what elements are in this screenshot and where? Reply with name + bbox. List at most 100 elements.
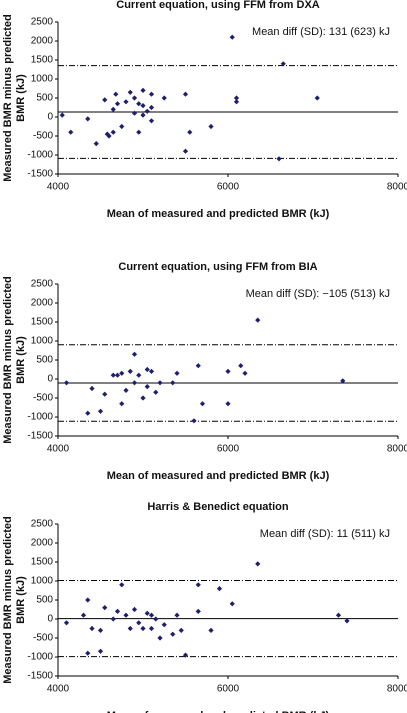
x-axis-label: Mean of measured and predicted BMR (kJ) [107,470,330,482]
point [170,631,176,637]
point [85,597,91,603]
y-axis-label: Measured BMR minus predicted [2,276,14,443]
y-tick-label: 2500 [31,17,54,28]
point [238,363,244,369]
point [119,123,125,130]
point [182,91,189,97]
point [191,418,197,424]
y-axis-label: BMR (kJ) [15,336,27,384]
point [148,612,155,618]
point [131,110,138,116]
point [208,627,214,633]
point [335,612,342,618]
point [148,368,155,374]
point [229,34,235,40]
point [119,401,125,407]
y-tick-label: 0 [47,374,53,385]
annotation: Mean diff (SD): 131 (623) kJ [252,26,390,38]
x-tick-label: 4000 [47,444,70,455]
point [123,612,129,618]
point [148,91,155,97]
point [89,385,95,392]
y-tick-label: 0 [47,614,53,625]
point [131,606,138,613]
point [161,622,167,628]
point [195,363,201,369]
point [233,99,240,105]
y-tick-label: 1000 [31,336,54,347]
chart-title: Current equation, using FFM from DXA [116,0,320,11]
point [102,605,108,611]
point [119,370,125,376]
point [97,627,104,633]
y-tick-label: 500 [36,595,53,606]
point [123,387,129,393]
point [131,95,138,101]
point [225,401,231,407]
point [148,118,155,124]
point [93,141,99,147]
point [140,395,146,401]
point [255,561,261,567]
y-tick-label: 1000 [31,576,54,587]
point [63,620,70,626]
point [276,156,282,162]
x-axis-label: Mean of measured and predicted BMR (kJ) [107,710,330,713]
y-tick-label: -1500 [27,671,53,682]
point [140,625,146,632]
y-tick-label: 2500 [31,279,54,290]
point [233,95,240,101]
point [148,104,155,111]
point [153,616,159,622]
y-tick-label: 1500 [31,55,54,66]
x-tick-label: 8000 [387,444,407,455]
point [131,380,138,386]
point [136,372,142,378]
y-axis-label: Measured BMR minus predicted [2,516,14,683]
point [113,91,119,97]
point [123,99,129,105]
x-tick-label: 4000 [47,684,70,695]
point [119,582,125,588]
point [114,101,121,107]
point [340,378,346,384]
y-tick-label: 1500 [31,317,54,328]
point [157,635,163,641]
point [136,129,142,135]
x-tick-label: 4000 [47,182,70,193]
y-tick-label: 500 [36,355,53,366]
point [157,380,163,386]
annotation: Mean diff (SD): 11 (511) kJ [260,528,390,540]
y-tick-label: 500 [36,93,53,104]
point [140,112,146,118]
point [199,401,206,407]
y-tick-label: -1000 [27,652,53,663]
y-tick-label: 2500 [31,519,54,530]
y-tick-label: -500 [33,393,53,404]
y-axis-label: BMR (kJ) [15,576,27,624]
x-tick-label: 6000 [217,684,240,695]
point [216,586,223,592]
point [106,133,112,139]
point [229,601,235,607]
point [195,608,201,614]
point [127,368,133,374]
point [85,410,91,416]
y-axis-label: Measured BMR minus predicted [2,14,14,181]
y-tick-label: -1500 [27,431,53,442]
point [59,112,65,118]
x-tick-label: 8000 [387,684,407,695]
point [110,129,116,135]
point [85,650,91,656]
y-tick-label: -1500 [27,169,53,180]
point [314,95,320,101]
point [140,103,146,109]
chart-title: Current equation, using FFM from BIA [118,261,317,273]
point [144,610,150,616]
point [97,648,104,654]
point [161,95,167,101]
x-tick-label: 8000 [387,182,407,193]
point [195,582,201,588]
point [68,129,74,135]
